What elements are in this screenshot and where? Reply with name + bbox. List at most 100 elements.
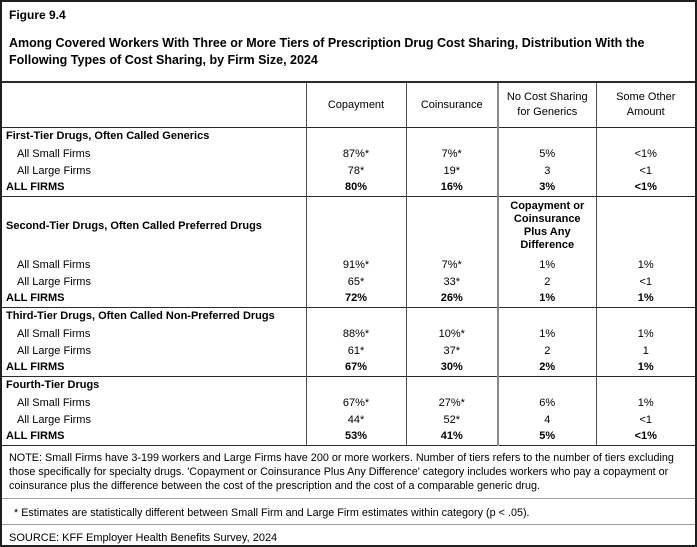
cell-value: 41% [405, 428, 498, 446]
row-label: ALL FIRMS [2, 428, 306, 446]
table-row-all-firms: ALL FIRMS 53% 41% 5% <1% [2, 428, 695, 446]
cell-value: 27%* [405, 394, 498, 411]
figure-title: Among Covered Workers With Three or More… [9, 36, 645, 67]
note-text: NOTE: Small Firms have 3-199 workers and… [2, 446, 695, 499]
cell-value: 67% [305, 359, 406, 376]
section-header-label: First-Tier Drugs, Often Called Generics [2, 126, 306, 145]
empty-cell [497, 306, 596, 325]
section-header-label: Fourth-Tier Drugs [2, 375, 306, 394]
cell-value: 88%* [305, 325, 406, 342]
cell-value: 2 [497, 273, 596, 290]
empty-cell [595, 195, 695, 256]
cell-value: 33* [405, 273, 498, 290]
table-row: All Small Firms 91%* 7%* 1% 1% [2, 256, 695, 273]
cell-value: 4 [497, 411, 596, 428]
section-header-label: Second-Tier Drugs, Often Called Preferre… [2, 195, 306, 256]
section-header-row-first-tier: First-Tier Drugs, Often Called Generics [2, 126, 695, 145]
cell-value: 2 [497, 342, 596, 359]
cell-value: 78* [305, 162, 406, 179]
row-label: All Large Firms [17, 413, 91, 426]
cell-value: 52* [405, 411, 498, 428]
column-header-row: Copayment Coinsurance No Cost Sharing fo… [2, 83, 695, 128]
table-row: All Large Firms 78* 19* 3 <1 [2, 162, 695, 179]
col-header-coinsurance: Coinsurance [405, 83, 498, 128]
cell-value: 1% [497, 290, 596, 307]
cell-value: 3 [497, 162, 596, 179]
cell-value: 67%* [305, 394, 406, 411]
corner-cell [2, 83, 306, 128]
cell-value: 1% [497, 256, 596, 273]
section-header-label: Third-Tier Drugs, Often Called Non-Prefe… [2, 306, 306, 325]
row-label: All Large Firms [17, 344, 91, 357]
col-header-some-other-amount: Some Other Amount [595, 83, 695, 128]
empty-cell [305, 126, 406, 145]
empty-cell [405, 195, 498, 256]
section-header-row-fourth-tier: Fourth-Tier Drugs [2, 375, 695, 394]
cell-value: 1% [497, 325, 596, 342]
row-label: All Large Firms [17, 275, 91, 288]
cell-value: 72% [305, 290, 406, 307]
cost-sharing-table: Copayment Coinsurance No Cost Sharing fo… [2, 83, 695, 446]
figure-label: Figure 9.4 [9, 8, 66, 22]
cell-value: 16% [405, 179, 498, 196]
row-label: All Large Firms [17, 164, 91, 177]
cell-value: <1% [595, 428, 695, 446]
cell-value: 1% [595, 359, 695, 376]
cell-value: 5% [497, 145, 596, 162]
table-row: All Large Firms 61* 37* 2 1 [2, 342, 695, 359]
row-label: All Small Firms [17, 258, 91, 271]
row-label: All Small Firms [17, 147, 91, 160]
empty-cell [405, 375, 498, 394]
row-label: ALL FIRMS [6, 361, 65, 374]
cell-value: 7%* [405, 145, 498, 162]
cell-value: <1 [595, 411, 695, 428]
title-block: Figure 9.4 Among Covered Workers With Th… [2, 2, 695, 83]
table-row: All Small Firms 67%* 27%* 6% 1% [2, 394, 695, 411]
cell-value: 65* [305, 273, 406, 290]
table-row: All Small Firms 87%* 7%* 5% <1% [2, 145, 695, 162]
cell-value: 91%* [305, 256, 406, 273]
cell-value: 1% [595, 290, 695, 307]
empty-cell [405, 126, 498, 145]
row-label: ALL FIRMS [6, 181, 65, 194]
row-label: ALL FIRMS [6, 292, 65, 305]
table-row-all-firms: ALL FIRMS 67% 30% 2% 1% [2, 359, 695, 376]
col-header-copayment: Copayment [305, 83, 406, 128]
empty-cell [405, 306, 498, 325]
empty-cell [497, 126, 596, 145]
cell-value: 26% [405, 290, 498, 307]
cell-value: 1% [595, 256, 695, 273]
cell-value: 7%* [405, 256, 498, 273]
empty-cell [497, 375, 596, 394]
cell-value: 10%* [405, 325, 498, 342]
cell-value: 37* [405, 342, 498, 359]
cell-value: 1% [595, 325, 695, 342]
table-row: All Small Firms 88%* 10%* 1% 1% [2, 325, 695, 342]
table-row: All Large Firms 65* 33* 2 <1 [2, 273, 695, 290]
section-header-row-third-tier: Third-Tier Drugs, Often Called Non-Prefe… [2, 306, 695, 325]
empty-cell [595, 126, 695, 145]
cell-value: 53% [305, 428, 406, 446]
col-subheader-copay-coins-plus-difference: Copayment or Coinsurance Plus Any Differ… [497, 195, 596, 256]
cell-value: <1 [595, 162, 695, 179]
cell-value: 44* [305, 411, 406, 428]
empty-cell [305, 306, 406, 325]
cell-value: 80% [305, 179, 406, 196]
cell-value: 61* [305, 342, 406, 359]
source-text: SOURCE: KFF Employer Health Benefits Sur… [9, 531, 278, 544]
table-row-all-firms: ALL FIRMS 80% 16% 3% <1% [2, 179, 695, 196]
cell-value: 30% [405, 359, 498, 376]
cell-value: <1% [595, 179, 695, 196]
cell-value: 87%* [305, 145, 406, 162]
empty-cell [595, 306, 695, 325]
empty-cell [305, 375, 406, 394]
cell-value: 1 [595, 342, 695, 359]
section-header-row-second-tier: Second-Tier Drugs, Often Called Preferre… [2, 195, 695, 256]
cell-value: 1% [595, 394, 695, 411]
cell-value: 2% [497, 359, 596, 376]
significance-note: * Estimates are statistically different … [2, 499, 695, 525]
empty-cell [595, 375, 695, 394]
cell-value: 3% [497, 179, 596, 196]
row-label: All Small Firms [17, 327, 91, 340]
table-row: All Large Firms 44* 52* 4 <1 [2, 411, 695, 428]
